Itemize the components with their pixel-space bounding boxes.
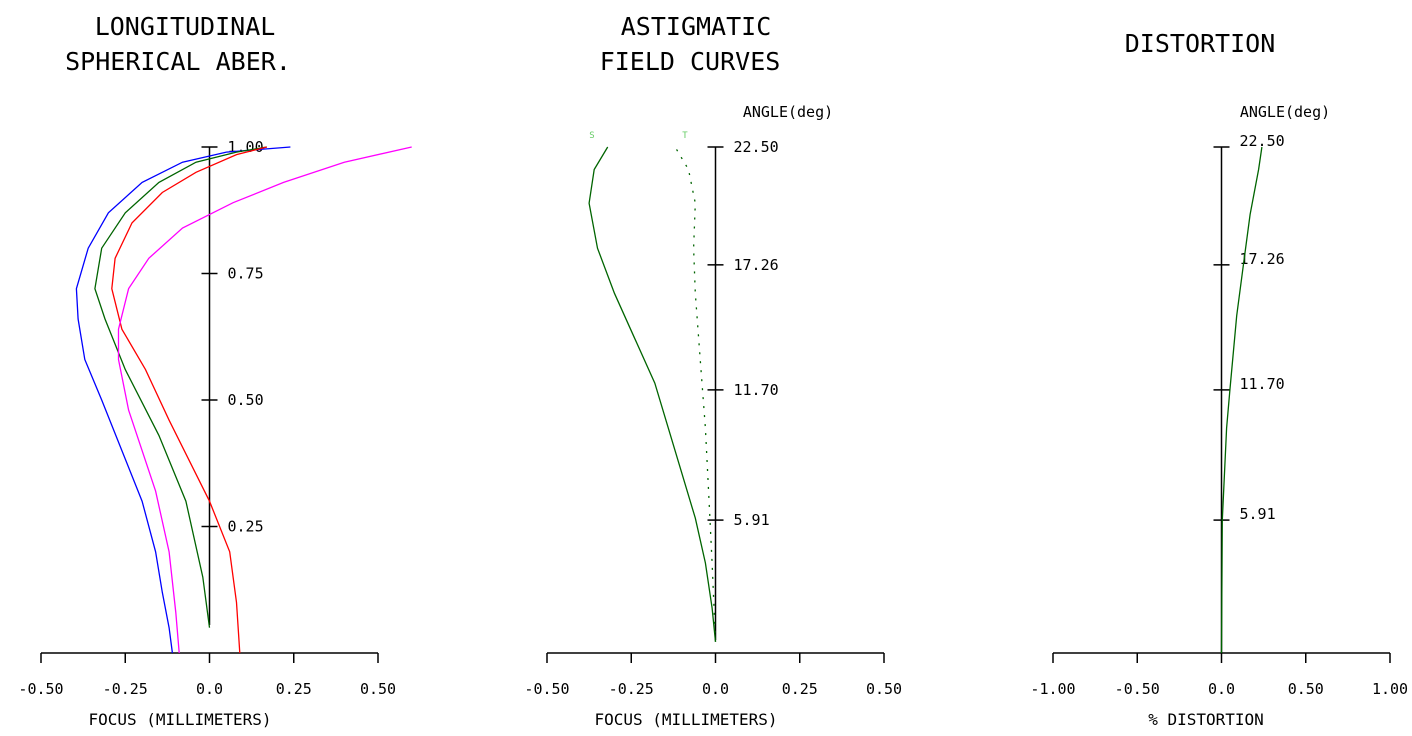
distortion-x-tick-label: -0.50: [1115, 680, 1160, 698]
field-x-axis-label: FOCUS (MILLIMETERS): [594, 710, 777, 729]
distortion-x-tick-label: 0.50: [1288, 680, 1324, 698]
spherical-curve-2: [94, 146, 267, 628]
field-s-curve-label: S: [589, 131, 594, 141]
field-angle-label: ANGLE(deg): [743, 103, 833, 121]
spherical-curve-4: [117, 146, 412, 654]
spherical-title-line-2: SPHERICAL ABER.: [65, 47, 291, 76]
distortion-y-tick-label: 11.70: [1240, 375, 1285, 393]
spherical-x-axis-label: FOCUS (MILLIMETERS): [88, 710, 271, 729]
distortion-panel: DISTORTION ANGLE(deg) % DISTORTION -1.00…: [1030, 29, 1408, 729]
distortion-y-tick-label: 17.26: [1240, 250, 1285, 268]
field-curve-t: [674, 146, 717, 642]
field-curve-s: [588, 146, 717, 642]
spherical-x-tick-label: 0.0: [196, 680, 223, 698]
spherical-x-tick-label: 0.25: [276, 680, 312, 698]
field-x-tick-label: -0.25: [609, 680, 654, 698]
distortion-y-tick-label: 22.50: [1240, 132, 1285, 150]
spherical-x-tick-label: -0.50: [18, 680, 63, 698]
field-x-tick-label: 0.50: [866, 680, 902, 698]
spherical-y-tick-label: 0.75: [228, 265, 264, 283]
spherical-x-tick-label: 0.50: [360, 680, 396, 698]
spherical-aberration-panel: LONGITUDINAL SPHERICAL ABER. FOCUS (MILL…: [18, 12, 412, 729]
distortion-curve-1: [1220, 146, 1263, 654]
field-y-tick-label: 22.50: [734, 138, 779, 156]
field-title-line-2: FIELD CURVES: [600, 47, 781, 76]
distortion-x-axis-label: % DISTORTION: [1148, 710, 1264, 729]
spherical-curve-1: [75, 146, 291, 654]
field-y-tick-label: 17.26: [734, 256, 779, 274]
spherical-y-tick-label: 0.25: [228, 518, 264, 536]
field-y-tick-label: 5.91: [734, 511, 770, 529]
spherical-x-tick-label: -0.25: [103, 680, 148, 698]
field-t-curve-label: T: [682, 131, 688, 141]
field-curves-panel: ASTIGMATIC FIELD CURVES ANGLE(deg) FOCUS…: [524, 12, 902, 729]
field-x-tick-label: 0.0: [702, 680, 729, 698]
distortion-x-tick-label: -1.00: [1030, 680, 1075, 698]
field-title-line-1: ASTIGMATIC: [621, 12, 772, 41]
field-x-tick-label: -0.50: [524, 680, 569, 698]
field-y-tick-label: 11.70: [734, 381, 779, 399]
distortion-x-tick-label: 0.0: [1208, 680, 1235, 698]
distortion-title: DISTORTION: [1125, 29, 1276, 58]
field-x-tick-label: 0.25: [782, 680, 818, 698]
spherical-curve-3: [111, 146, 267, 654]
spherical-y-tick-label: 0.50: [228, 391, 264, 409]
distortion-angle-label: ANGLE(deg): [1240, 103, 1330, 121]
distortion-y-tick-label: 5.91: [1240, 505, 1276, 523]
distortion-x-tick-label: 1.00: [1372, 680, 1408, 698]
spherical-title-line-1: LONGITUDINAL: [95, 12, 276, 41]
